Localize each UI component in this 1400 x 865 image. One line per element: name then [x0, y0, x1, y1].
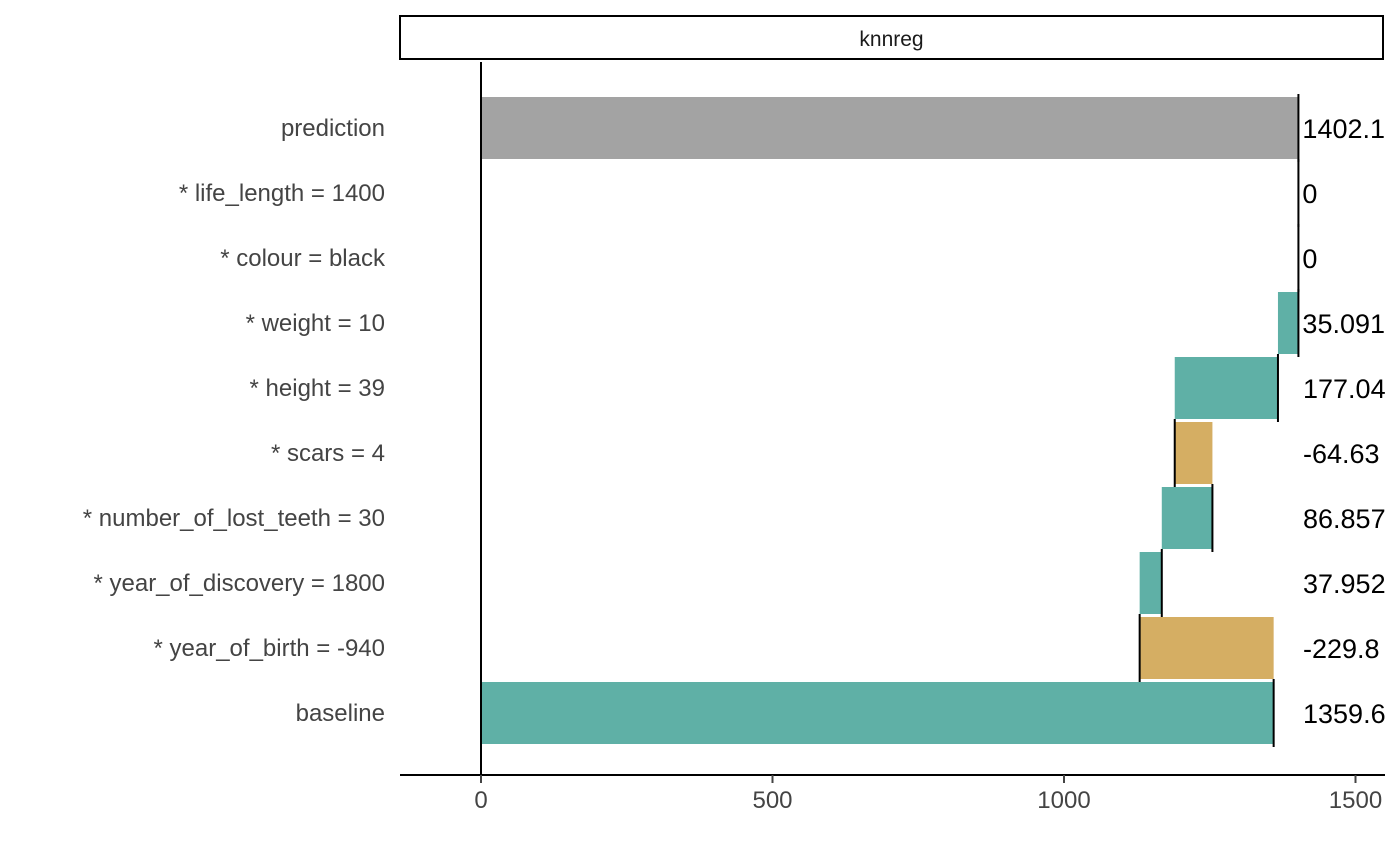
x-tick-label-3: 1500 — [1329, 787, 1382, 814]
value-label-7: 37.952 — [1303, 569, 1386, 599]
row-label-3: * weight = 10 — [246, 310, 385, 337]
value-label-6: 86.857 — [1303, 504, 1386, 534]
value-label-8: -229.8 — [1303, 634, 1380, 664]
bar-7 — [1139, 552, 1162, 614]
row-label-2: * colour = black — [220, 245, 386, 272]
x-tick-label-0: 0 — [474, 787, 487, 814]
x-tick-label-1: 500 — [752, 787, 792, 814]
bar-6 — [1161, 487, 1213, 549]
bar-8 — [1139, 617, 1274, 679]
row-label-6: * number_of_lost_teeth = 30 — [83, 505, 385, 532]
bar-4 — [1174, 357, 1278, 419]
x-tick-label-2: 1000 — [1037, 787, 1090, 814]
facet-strip — [399, 15, 1384, 60]
row-label-1: * life_length = 1400 — [179, 180, 385, 207]
value-label-5: -64.63 — [1303, 439, 1380, 469]
x-axis: 0 500 1000 1500 — [474, 775, 1382, 814]
value-label-9: 1359.6 — [1303, 699, 1386, 729]
bar-3 — [1277, 292, 1299, 354]
value-label-0: 1402.1 — [1302, 114, 1385, 144]
row-label-5: * scars = 4 — [271, 440, 385, 467]
row-label-9: baseline — [296, 700, 385, 727]
value-label-3: 35.091 — [1302, 309, 1385, 339]
facet-strip-title: knnreg — [859, 28, 923, 51]
value-label-2: 0 — [1302, 244, 1317, 274]
value-label-4: 177.04 — [1303, 374, 1386, 404]
value-label-1: 0 — [1302, 179, 1317, 209]
row-label-7: * year_of_discovery = 1800 — [93, 570, 385, 597]
bar-5 — [1174, 422, 1213, 484]
bar-0 — [481, 97, 1299, 159]
row-label-8: * year_of_birth = -940 — [154, 635, 385, 662]
row-label-4: * height = 39 — [250, 375, 385, 402]
labels-layer: prediction 1402.1 * life_length = 1400 0 * c… — [83, 114, 1386, 729]
bars-layer — [481, 94, 1300, 747]
row-label-0: prediction — [281, 115, 385, 142]
bar-9 — [481, 682, 1274, 744]
